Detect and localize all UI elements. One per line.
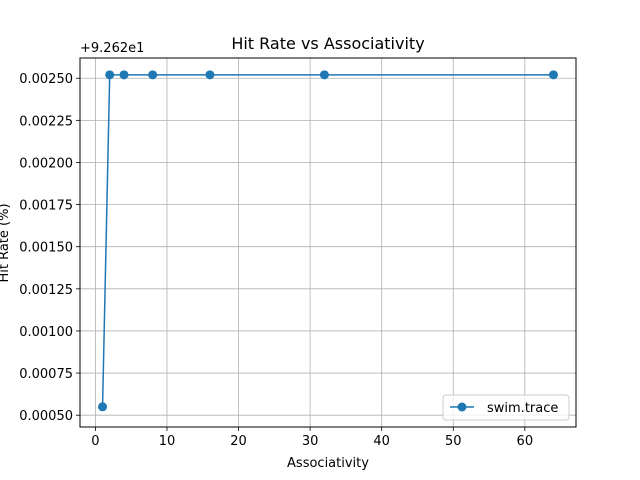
legend-label: swim.trace	[487, 401, 558, 416]
data-point	[205, 70, 215, 80]
y-tick-label: 0.00125	[19, 283, 73, 298]
x-tick-label: 0	[91, 434, 99, 449]
x-tick-label: 60	[517, 434, 534, 449]
plot-frame	[79, 57, 577, 428]
legend-marker	[457, 402, 467, 412]
y-tick-label: 0.00250	[19, 72, 73, 87]
x-tick-label: 40	[373, 434, 390, 449]
series-layer	[98, 70, 558, 412]
y-tick-label: 0.00175	[19, 199, 73, 214]
chart-title: Hit Rate vs Associativity	[231, 34, 424, 53]
y-tick-label: 0.00050	[19, 409, 73, 424]
y-tick-label: 0.00200	[19, 156, 73, 171]
legend-box	[442, 394, 570, 421]
x-tick-label: 10	[159, 434, 176, 449]
y-tick-label: 0.00150	[19, 241, 73, 256]
legend: swim.trace	[442, 394, 570, 421]
data-point	[105, 70, 115, 80]
y-tick-label: 0.00225	[19, 114, 73, 129]
data-point	[319, 70, 329, 80]
x-tick-label: 50	[445, 434, 462, 449]
data-point	[148, 70, 158, 80]
x-tick-label: 30	[302, 434, 319, 449]
grid	[80, 58, 576, 427]
data-point	[548, 70, 558, 80]
y-offset-label: +9.262e1	[80, 41, 144, 56]
x-tick-label: 20	[230, 434, 247, 449]
data-point	[119, 70, 129, 80]
x-axis-title: Associativity	[287, 456, 369, 471]
data-point	[98, 402, 108, 412]
y-tick-label: 0.00075	[19, 367, 73, 382]
ticks: 0 10 20 30 40 50 60 0.00050 0.00075 0.00100 0.0012…	[19, 72, 533, 449]
y-tick-label: 0.00100	[19, 325, 73, 340]
y-axis-title: Hit Rate (%)	[0, 203, 12, 282]
